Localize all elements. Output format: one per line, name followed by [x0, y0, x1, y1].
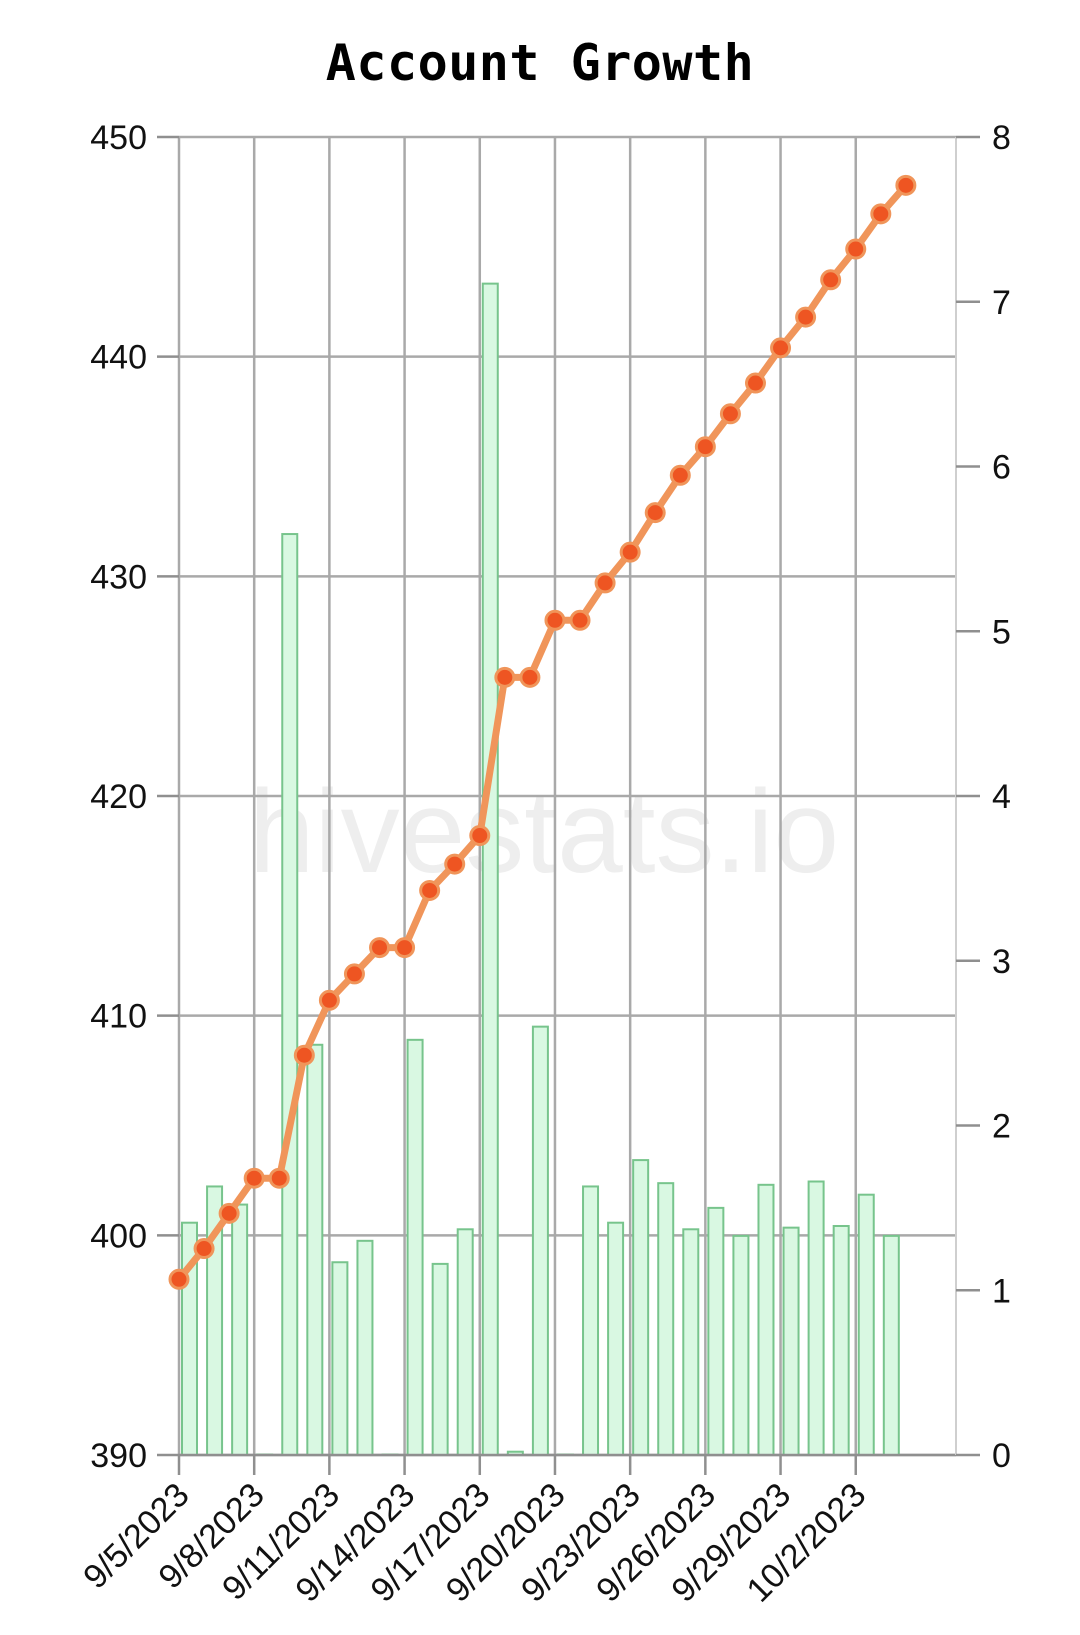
- line-point: [694, 436, 716, 458]
- right-tick-label: 1: [992, 1272, 1011, 1310]
- bar: [582, 1185, 600, 1457]
- line-point: [870, 203, 892, 225]
- line-point: [820, 269, 842, 291]
- right-tick-label: 7: [992, 284, 1011, 322]
- line-point: [519, 666, 541, 688]
- right-tick-label: 6: [992, 449, 1011, 487]
- bar: [882, 1234, 900, 1456]
- right-tick-label: 2: [992, 1108, 1011, 1146]
- bar: [281, 533, 299, 1456]
- left-tick-label: 430: [90, 558, 147, 596]
- bar: [456, 1228, 474, 1456]
- line-point: [268, 1167, 290, 1189]
- bar: [306, 1043, 324, 1456]
- right-tick-label: 8: [992, 119, 1011, 157]
- bar: [481, 282, 499, 1457]
- line-point: [719, 403, 741, 425]
- line-point: [619, 541, 641, 563]
- right-tick-label: 4: [992, 778, 1011, 816]
- bar: [356, 1239, 374, 1456]
- line-point: [419, 879, 441, 901]
- left-tick-label: 450: [90, 119, 147, 157]
- chart-title: Account Growth: [325, 34, 755, 92]
- bar: [832, 1224, 850, 1457]
- line-point: [544, 609, 566, 631]
- right-tick-label: 3: [992, 943, 1011, 981]
- bar: [757, 1183, 775, 1457]
- line-point: [895, 174, 917, 196]
- line-point: [293, 1044, 315, 1066]
- line-point: [369, 937, 391, 959]
- left-tick-label: 420: [90, 778, 147, 816]
- line-point: [243, 1167, 265, 1189]
- bar: [531, 1025, 549, 1457]
- line-point: [669, 464, 691, 486]
- line-point: [770, 337, 792, 359]
- bar: [607, 1221, 625, 1457]
- bar: [431, 1262, 449, 1457]
- line-point: [569, 609, 591, 631]
- left-tick-label: 400: [90, 1217, 147, 1255]
- bar: [732, 1234, 750, 1456]
- line-point: [795, 306, 817, 328]
- bar: [682, 1228, 700, 1456]
- bar: [857, 1193, 875, 1456]
- bar: [807, 1180, 825, 1456]
- right-tick-label: 0: [992, 1437, 1011, 1475]
- bar: [782, 1226, 800, 1457]
- line-point: [644, 502, 666, 524]
- line-point: [318, 989, 340, 1011]
- line-point: [594, 572, 616, 594]
- line-point: [193, 1238, 215, 1260]
- line-point: [444, 853, 466, 875]
- line-series: [168, 174, 917, 1290]
- bar: [231, 1203, 249, 1456]
- right-tick-label: 5: [992, 613, 1011, 651]
- line-point: [494, 666, 516, 688]
- line-point: [845, 238, 867, 260]
- left-tick-label: 440: [90, 339, 147, 377]
- bar: [632, 1159, 650, 1457]
- axes: [157, 135, 980, 1475]
- line-point: [168, 1268, 190, 1290]
- bar: [406, 1038, 424, 1456]
- bar: [331, 1261, 349, 1457]
- left-tick-label: 390: [90, 1437, 147, 1475]
- line-point: [218, 1202, 240, 1224]
- line-point: [394, 937, 416, 959]
- line-point: [343, 963, 365, 985]
- bar: [657, 1182, 675, 1456]
- line-point: [744, 372, 766, 394]
- left-tick-label: 410: [90, 998, 147, 1036]
- bar: [707, 1206, 725, 1456]
- watermark-text: hivestats.io: [249, 766, 839, 898]
- line-point: [469, 825, 491, 847]
